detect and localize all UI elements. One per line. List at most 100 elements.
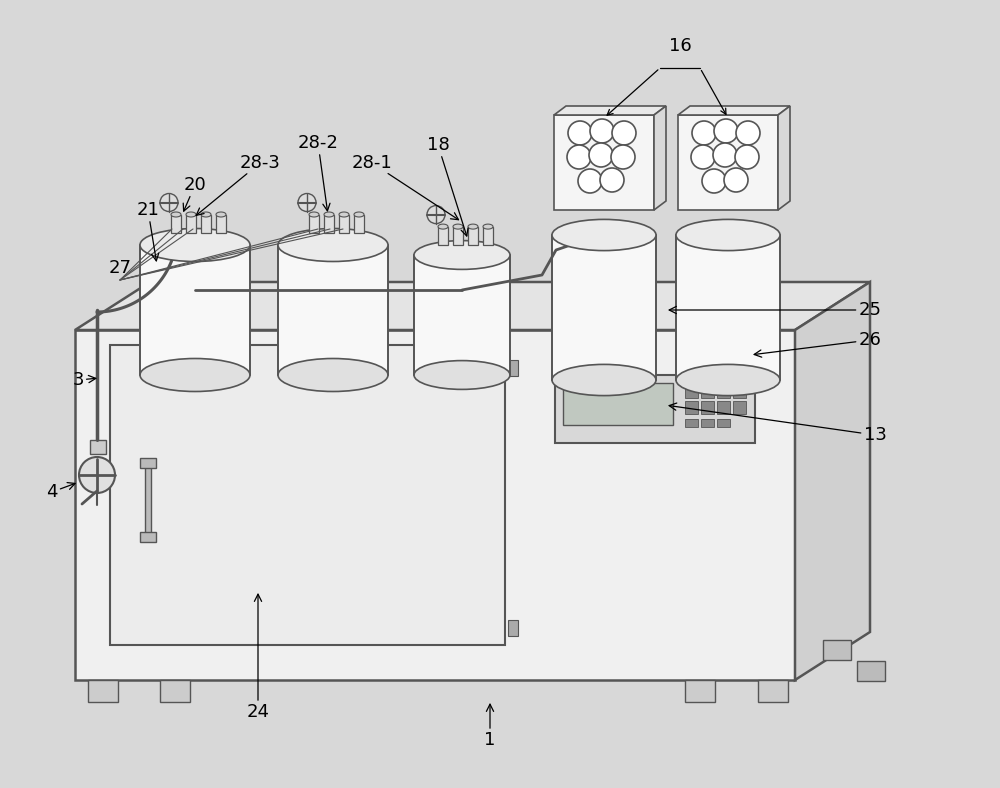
- Bar: [110, 345, 505, 645]
- Bar: [554, 115, 654, 210]
- Bar: [508, 620, 518, 636]
- Bar: [701, 419, 714, 427]
- Bar: [324, 214, 334, 232]
- Circle shape: [724, 168, 748, 192]
- Ellipse shape: [324, 212, 334, 217]
- Circle shape: [735, 145, 759, 169]
- Polygon shape: [554, 106, 666, 115]
- Ellipse shape: [552, 219, 656, 251]
- Bar: [857, 661, 885, 681]
- Ellipse shape: [483, 224, 493, 229]
- Bar: [453, 227, 463, 244]
- Text: 27: 27: [108, 259, 132, 277]
- Circle shape: [160, 194, 178, 211]
- Ellipse shape: [676, 219, 780, 251]
- Bar: [552, 235, 656, 380]
- Circle shape: [568, 121, 592, 145]
- Ellipse shape: [171, 212, 181, 217]
- Circle shape: [692, 121, 716, 145]
- Bar: [278, 245, 388, 375]
- Ellipse shape: [278, 229, 388, 262]
- Text: 13: 13: [669, 403, 886, 444]
- Bar: [563, 383, 673, 425]
- Bar: [685, 401, 698, 414]
- Circle shape: [736, 121, 760, 145]
- Ellipse shape: [552, 364, 656, 396]
- Circle shape: [611, 145, 635, 169]
- Text: 26: 26: [754, 331, 881, 357]
- Circle shape: [298, 194, 316, 211]
- Bar: [717, 401, 730, 414]
- Text: 1: 1: [484, 704, 496, 749]
- Bar: [555, 375, 755, 443]
- Bar: [508, 360, 518, 376]
- Bar: [676, 235, 780, 380]
- Bar: [733, 401, 746, 414]
- Bar: [140, 532, 156, 542]
- Text: 21: 21: [137, 201, 159, 261]
- Bar: [201, 214, 211, 232]
- Circle shape: [567, 145, 591, 169]
- Text: 28-2: 28-2: [298, 134, 338, 211]
- Circle shape: [600, 168, 624, 192]
- Ellipse shape: [453, 224, 463, 229]
- Text: 4: 4: [46, 482, 75, 501]
- Bar: [414, 255, 510, 375]
- Bar: [140, 458, 156, 468]
- Bar: [678, 115, 778, 210]
- Ellipse shape: [438, 224, 448, 229]
- Bar: [216, 214, 226, 232]
- Bar: [717, 419, 730, 427]
- Bar: [90, 440, 106, 454]
- Ellipse shape: [140, 229, 250, 262]
- Bar: [171, 214, 181, 232]
- Polygon shape: [75, 282, 870, 330]
- Text: 28-3: 28-3: [196, 154, 280, 215]
- Bar: [88, 680, 118, 702]
- Ellipse shape: [309, 212, 319, 217]
- Text: 28-1: 28-1: [352, 154, 459, 220]
- Circle shape: [702, 169, 726, 193]
- Bar: [823, 640, 851, 660]
- Polygon shape: [678, 106, 790, 115]
- Bar: [339, 214, 349, 232]
- Ellipse shape: [468, 224, 478, 229]
- Circle shape: [612, 121, 636, 145]
- Bar: [717, 385, 730, 398]
- Bar: [701, 401, 714, 414]
- Text: 24: 24: [246, 594, 270, 721]
- Bar: [354, 214, 364, 232]
- Polygon shape: [795, 282, 870, 680]
- Ellipse shape: [414, 240, 510, 269]
- Ellipse shape: [216, 212, 226, 217]
- Circle shape: [713, 143, 737, 167]
- Circle shape: [691, 145, 715, 169]
- Bar: [733, 385, 746, 398]
- Circle shape: [427, 206, 445, 224]
- Text: 3: 3: [72, 371, 96, 389]
- Ellipse shape: [140, 359, 250, 392]
- Circle shape: [79, 457, 115, 493]
- Ellipse shape: [278, 359, 388, 392]
- Text: 16: 16: [669, 37, 691, 55]
- Polygon shape: [778, 106, 790, 210]
- Bar: [483, 227, 493, 244]
- Polygon shape: [654, 106, 666, 210]
- Ellipse shape: [186, 212, 196, 217]
- Bar: [758, 680, 788, 702]
- Bar: [701, 385, 714, 398]
- Circle shape: [589, 143, 613, 167]
- Bar: [438, 227, 448, 244]
- Text: 25: 25: [669, 301, 882, 319]
- Bar: [140, 245, 250, 375]
- Bar: [145, 460, 151, 540]
- Bar: [468, 227, 478, 244]
- Ellipse shape: [201, 212, 211, 217]
- Circle shape: [578, 169, 602, 193]
- Bar: [685, 680, 715, 702]
- Bar: [309, 214, 319, 232]
- Text: 18: 18: [427, 136, 468, 236]
- Ellipse shape: [354, 212, 364, 217]
- Ellipse shape: [339, 212, 349, 217]
- Bar: [685, 419, 698, 427]
